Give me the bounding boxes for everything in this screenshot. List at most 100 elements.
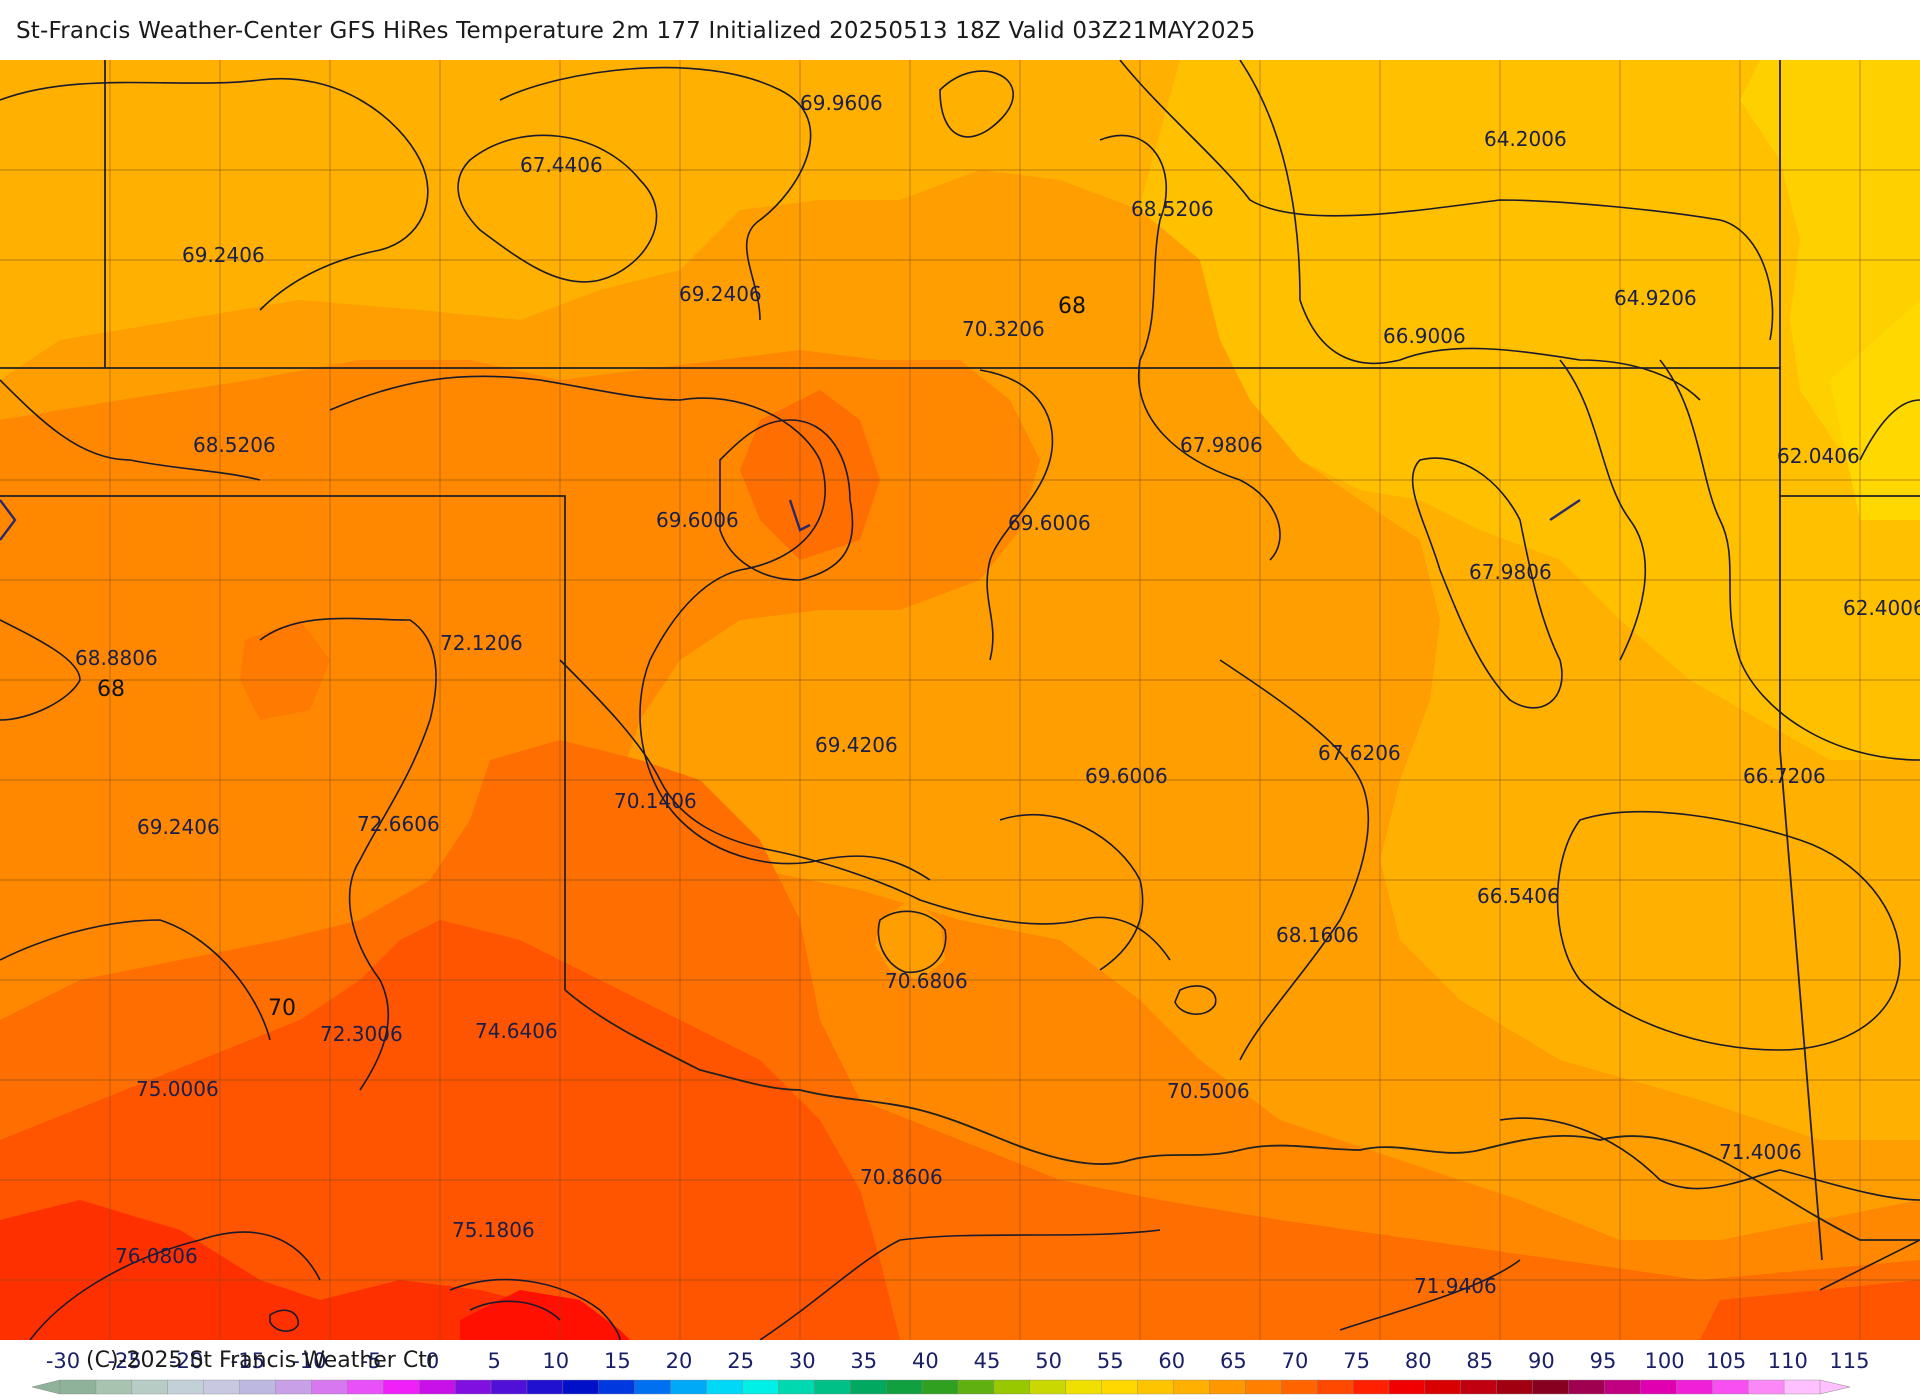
scale-swatch (814, 1379, 851, 1395)
band-78 (460, 1290, 630, 1340)
temp-label: 72.6606 (357, 812, 440, 836)
wind-barbs (0, 499, 1581, 541)
temp-label: 71.9406 (1414, 1274, 1497, 1298)
scale-swatch (562, 1379, 600, 1395)
band-72-north (740, 390, 880, 560)
scale-tick: 40 (912, 1349, 939, 1373)
scale-swatch (598, 1379, 636, 1395)
scale-tick: 105 (1706, 1349, 1746, 1373)
scale-swatch (1640, 1379, 1678, 1395)
temp-label: 72.1206 (440, 631, 523, 655)
scale-swatch (311, 1379, 349, 1395)
scale-swatch (95, 1379, 133, 1395)
scale-swatch (921, 1379, 959, 1395)
scale-swatch (454, 1379, 492, 1395)
scale-swatch (885, 1379, 923, 1395)
scale-swatch (418, 1379, 456, 1395)
scale-tick: 95 (1590, 1349, 1617, 1373)
temp-label: 69.2406 (679, 282, 762, 306)
copyright-notice: (C)-2025 St Francis Weather Ctr (86, 1348, 436, 1373)
temp-label: 66.7206 (1743, 764, 1826, 788)
scale-swatch (1676, 1379, 1713, 1395)
scale-tick: 85 (1466, 1349, 1493, 1373)
band-76 (0, 1200, 620, 1340)
scale-swatch (1747, 1379, 1785, 1395)
scale-swatch (670, 1379, 708, 1395)
scale-swatch (957, 1379, 995, 1395)
temperature-fill (0, 60, 1920, 1340)
temp-label: 70.6806 (885, 969, 968, 993)
county-boundaries (0, 60, 1920, 1340)
temp-label: 76.0806 (115, 1244, 198, 1268)
scale-arrow-right (1819, 1379, 1851, 1395)
scale-swatch (1496, 1379, 1534, 1395)
scale-tick: 45 (974, 1349, 1001, 1373)
scale-tick: 30 (789, 1349, 816, 1373)
scale-tick: -20 (169, 1349, 203, 1373)
scale-tick-labels: -30 -25 -20 -15 -10 -5 0 5 10 15 20 25 30 35 40 45 50 55 6… (46, 1349, 1870, 1373)
scale-swatch (1532, 1379, 1570, 1395)
band-64 (1130, 60, 1920, 760)
scale-tick: 60 (1158, 1349, 1185, 1373)
state-line-west (0, 495, 566, 990)
scale-tick: 50 (1035, 1349, 1062, 1373)
scale-tick: 100 (1645, 1349, 1685, 1373)
scale-tick: 10 (542, 1349, 569, 1373)
temp-label: 69.9606 (800, 91, 883, 115)
scale-swatch (1173, 1379, 1211, 1395)
temp-label: 69.6006 (656, 508, 739, 532)
scale-tick: 5 (488, 1349, 501, 1373)
scale-tick: 65 (1220, 1349, 1247, 1373)
band-74-right (1700, 1280, 1920, 1340)
wind-barb (788, 499, 811, 532)
temp-label: 67.4406 (520, 153, 603, 177)
scale-swatch (275, 1379, 313, 1395)
scale-swatch (1209, 1379, 1247, 1395)
scale-swatch (1460, 1379, 1498, 1395)
temp-label: 75.0006 (136, 1077, 219, 1101)
scale-swatch (1568, 1379, 1606, 1395)
temp-label: 70.8606 (860, 1165, 943, 1189)
scale-tick: 25 (727, 1349, 754, 1373)
scale-swatch (1281, 1379, 1318, 1395)
scale-swatch (993, 1379, 1031, 1395)
scale-swatch (1424, 1379, 1462, 1395)
temp-label: 64.2006 (1484, 127, 1567, 151)
temp-label: 68.1606 (1276, 923, 1359, 947)
map-canvas[interactable]: 69.9606 67.4406 64.2006 68.5206 69.2406 … (0, 60, 1920, 1340)
state-boundaries (0, 60, 1920, 1261)
temp-label: 68.5206 (193, 433, 276, 457)
temp-label: 69.6006 (1008, 511, 1091, 535)
temp-label: 62.0406 (1777, 444, 1860, 468)
temp-label: 75.1806 (452, 1218, 535, 1242)
contour-label: 70 (268, 996, 296, 1021)
band-72-bubble (240, 620, 330, 720)
scale-swatch (742, 1379, 780, 1395)
contour-label: 68 (1058, 294, 1086, 319)
contour-value-labels: 68 68 70 (97, 294, 1086, 1021)
temperature-map[interactable]: 69.9606 67.4406 64.2006 68.5206 69.2406 … (0, 60, 1920, 1340)
temp-label: 68.5206 (1131, 197, 1214, 221)
scale-tick: 70 (1282, 1349, 1309, 1373)
temp-label: 64.9206 (1614, 286, 1697, 310)
isotherm-contours (0, 60, 1920, 1340)
map-title: St-Francis Weather-Center GFS HiRes Temp… (16, 18, 1256, 44)
scale-swatch (203, 1379, 241, 1395)
scale-swatch (778, 1379, 815, 1395)
temp-label: 67.9806 (1180, 433, 1263, 457)
scale-tick: 90 (1528, 1349, 1555, 1373)
scale-swatch (850, 1379, 887, 1395)
scale-swatch (1352, 1379, 1390, 1395)
temp-label: 62.4006 (1843, 596, 1920, 620)
contour-label: 68 (97, 677, 125, 702)
scale-swatch (239, 1379, 277, 1395)
scale-tick: 0 (426, 1349, 439, 1373)
scale-swatches (31, 1379, 1851, 1395)
temp-label: 68.8806 (75, 646, 158, 670)
scale-tick: 15 (604, 1349, 631, 1373)
scale-swatch (1316, 1379, 1354, 1395)
temp-label: 70.3206 (962, 317, 1045, 341)
scale-tick: 55 (1097, 1349, 1124, 1373)
scale-swatch (383, 1379, 420, 1395)
scale-swatch (131, 1379, 169, 1395)
